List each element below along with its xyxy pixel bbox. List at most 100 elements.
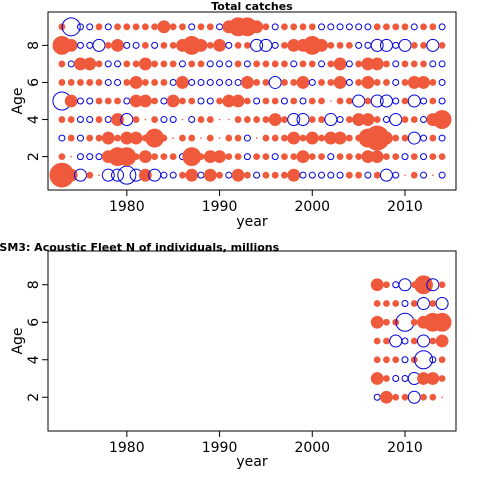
panel1-bubble-point (420, 116, 428, 124)
panel1-bubble-point (197, 116, 205, 123)
panel1-bubble-point (104, 23, 112, 31)
panel1-bubble-point (169, 78, 177, 86)
panel2-bubble-point (410, 337, 418, 345)
panel2-bubble-point (414, 275, 433, 295)
panel1-bubble-point (243, 171, 251, 179)
panel1-bubble-point (318, 171, 326, 179)
panel1-bubble-point (243, 116, 251, 123)
panel1-bubble-point (355, 153, 363, 161)
panel2-bubble-point (398, 278, 412, 292)
panel1-bubble-point (432, 174, 434, 176)
panel2-bubble-point (429, 337, 437, 345)
panel1-bubble-point (231, 94, 245, 108)
panel1-bubble-point (243, 97, 251, 105)
panel1-bubble-point (95, 116, 103, 123)
panel1-bubble-point (218, 137, 221, 139)
panel1-bubble-point (345, 116, 353, 123)
panel1-bubble-point (420, 153, 428, 161)
panel1-bubble-point (243, 134, 251, 142)
panel1-bubble-point (151, 60, 159, 68)
panel1-bubble-point (225, 60, 233, 68)
panel1-bubble-point (176, 76, 189, 89)
panel1-bubble-point (364, 41, 372, 49)
panel1-bubble-point (432, 110, 452, 129)
panel1-bubble-point (132, 116, 140, 123)
panel1-bubble-point (216, 97, 223, 105)
panel1-x-tick-label: 1990 (202, 199, 238, 215)
panel2-bubble-point (401, 356, 409, 364)
panel1-bubble-point (76, 134, 84, 142)
panel1-bubble-point (268, 113, 282, 126)
panel2-bubble-point (392, 393, 400, 401)
panel1-bubble-point (355, 79, 363, 86)
panel1-bubble-point (104, 41, 112, 49)
panel1-bubble-point (225, 171, 233, 179)
panel2-bubble-point (426, 372, 440, 385)
panel1-bubble-point (364, 97, 372, 105)
panel1-bubble-point (231, 168, 245, 182)
panel2-y-axis-label: Age (10, 327, 26, 354)
panel1-bubble-point (67, 134, 75, 142)
panel1-bubble-point (287, 131, 301, 145)
panel1-bubble-point (76, 97, 84, 105)
panel1-bubble-point (197, 153, 205, 161)
panel1-bubble-point (262, 153, 270, 161)
panel1-bubble-point (151, 41, 159, 49)
panel1-bubble-point (281, 171, 288, 179)
panel1-bubble-point (401, 97, 409, 105)
panel1-bubble-point (324, 113, 338, 127)
panel1-bubble-point (373, 79, 381, 86)
panel1-bubble-point (86, 171, 94, 179)
panel1-bubble-point (203, 168, 217, 182)
panel1-bubble-point (299, 60, 307, 68)
panel1-bubble-point (206, 41, 214, 49)
panel1-bubble-point (132, 60, 140, 68)
panel1-bubble-point (213, 38, 226, 52)
panel1-y-tick-label: 8 (26, 41, 42, 50)
panel1-bubble-point (129, 76, 143, 89)
panel2-bubble-point (410, 318, 418, 326)
panel1-bubble-point (389, 113, 403, 127)
panel1-bubble-point (216, 171, 223, 179)
panel1-bubble-point (188, 97, 196, 105)
panel1-bubble-point (234, 41, 242, 49)
panel1-bubble-point (243, 41, 251, 49)
panel1-bubble-point (101, 131, 115, 145)
panel1-bubble-point (114, 23, 121, 31)
panel1-bubble-point (308, 171, 316, 179)
panel1-bubble-point (262, 23, 270, 31)
panel1-bubble-point (268, 75, 282, 89)
panel1-bubble-point (370, 57, 384, 71)
panel1-bubble-point (179, 171, 186, 179)
panel1-bubble-point (160, 79, 168, 86)
panel1-bubble-point (401, 116, 409, 123)
panel2-bubble-point (417, 297, 431, 310)
panel1-bubble-point (392, 153, 400, 161)
panel1-bubble-point (438, 23, 446, 31)
panel1-bubble-point (290, 23, 298, 31)
panel1-bubble-point (420, 97, 428, 105)
panel1-bubble-point (104, 60, 112, 68)
panel1-bubble-point (299, 97, 307, 105)
panel1-title: Total catches (211, 0, 293, 13)
panel1-bubble-point (253, 97, 261, 105)
panel1-bubble-point (151, 23, 159, 31)
panel1-bubble-point (104, 97, 112, 105)
panel1-y-tick-label: 4 (26, 115, 42, 124)
panel1-bubble-point (373, 23, 381, 31)
panel1-bubble-point (345, 97, 353, 105)
panel1-bubble-point (410, 116, 418, 123)
panel1-bubble-point (259, 38, 273, 52)
panel1-bubble-point (271, 153, 279, 161)
panel1-bubble-point (234, 78, 242, 86)
panel2-bubble-point (438, 375, 446, 382)
panel1-bubble-point (111, 38, 124, 52)
panel1-bubble-point (305, 131, 319, 145)
panel1-bubble-point (271, 97, 279, 105)
panel1-bubble-point (438, 60, 446, 68)
panel1-bubble-point (240, 76, 254, 89)
panel2-bubble-point (401, 393, 409, 401)
panel1-bubble-point (95, 23, 103, 31)
panel1-bubble-point (355, 171, 363, 179)
panel2-bubble-point (389, 334, 403, 348)
